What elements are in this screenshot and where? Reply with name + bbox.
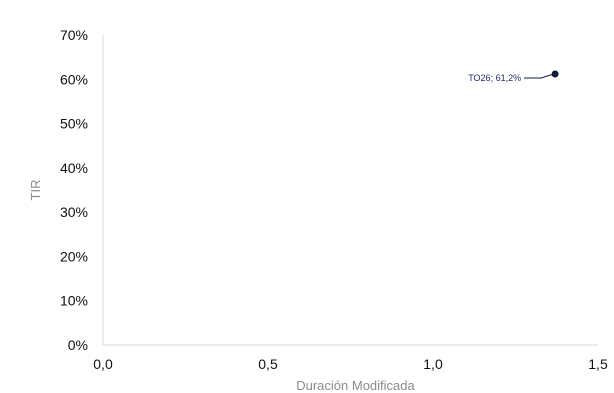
- x-tick-label: 1,5: [588, 356, 608, 372]
- data-label-leader-line: [524, 73, 553, 79]
- y-tick-label: 30%: [60, 204, 88, 220]
- y-tick-label: 60%: [60, 71, 88, 87]
- y-tick-label: 40%: [60, 160, 88, 176]
- x-axis-title: Duración Modificada: [296, 378, 415, 393]
- x-tick-label: 0,0: [93, 356, 113, 372]
- y-tick-label: 50%: [60, 116, 88, 132]
- y-axis-title: TIR: [28, 180, 43, 201]
- x-tick-label: 0,5: [258, 356, 278, 372]
- x-tick-label: 1,0: [423, 356, 443, 372]
- x-tick-labels: 0,0 0,5 1,0 1,5: [93, 356, 608, 372]
- data-points: TO26; 61,2%: [468, 70, 559, 83]
- y-tick-labels: 0% 10% 20% 30% 40% 50% 60% 70%: [60, 27, 88, 353]
- y-tick-label: 10%: [60, 293, 88, 309]
- y-tick-label: 70%: [60, 27, 88, 43]
- y-tick-label: 20%: [60, 248, 88, 264]
- y-tick-label: 0%: [68, 337, 88, 353]
- data-point: [551, 70, 559, 78]
- data-point-label: TO26; 61,2%: [468, 73, 521, 83]
